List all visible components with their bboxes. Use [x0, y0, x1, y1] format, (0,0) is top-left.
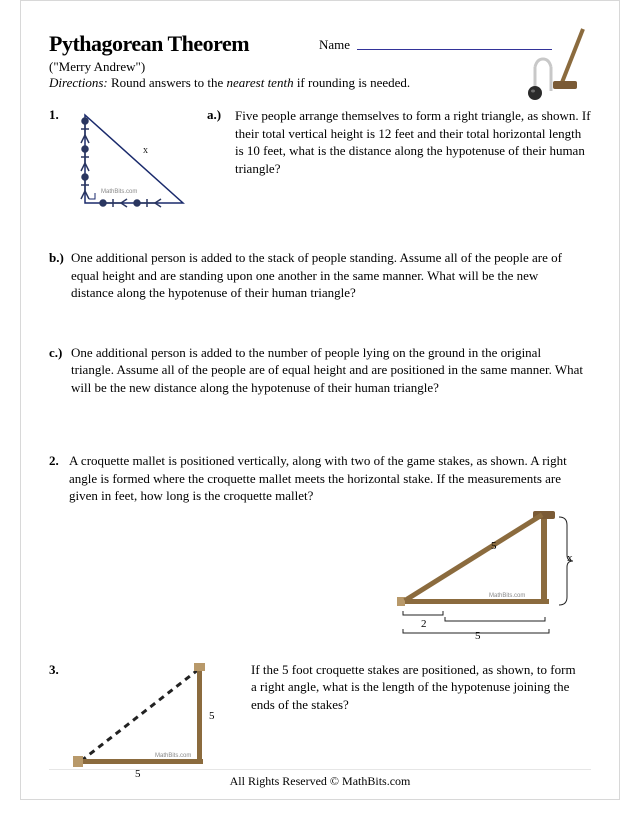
q3-diagram: 5 5 MathBits.com — [69, 661, 239, 779]
svg-text:MathBits.com: MathBits.com — [101, 189, 137, 195]
svg-text:2: 2 — [421, 618, 427, 630]
page-title: Pythagorean Theorem — [49, 31, 249, 57]
question-3: 3. 5 5 MathBits.com If the 5 foot croque… — [49, 661, 591, 779]
directions-post: if rounding is needed. — [294, 75, 411, 90]
q2-diagram: 5 x 2 5 MathBits.com — [381, 511, 591, 639]
svg-text:5: 5 — [475, 630, 481, 639]
directions-label: Directions: — [49, 75, 108, 90]
svg-text:MathBits.com: MathBits.com — [155, 753, 191, 759]
svg-text:5: 5 — [209, 710, 215, 722]
q1a-text: Five people arrange themselves to form a… — [235, 107, 591, 177]
svg-text:MathBits.com: MathBits.com — [489, 593, 525, 599]
q1c-label: c.) — [49, 344, 71, 397]
question-2: 2. A croquette mallet is positioned vert… — [49, 452, 591, 505]
worksheet-page: Pythagorean Theorem Name ("Merry Andrew"… — [20, 0, 620, 800]
q1b-label: b.) — [49, 249, 71, 302]
q2-number: 2. — [49, 452, 69, 505]
content-area: Pythagorean Theorem Name ("Merry Andrew"… — [21, 19, 619, 779]
q3-number: 3. — [49, 661, 69, 679]
question-1: 1. — [49, 107, 591, 217]
footer: All Rights Reserved © MathBits.com — [49, 769, 591, 789]
q1a-label: a.) — [207, 107, 235, 123]
q1-diagram: x MathBits.com — [65, 107, 197, 217]
directions: Directions: Round answers to the nearest… — [49, 75, 410, 91]
croquet-mallet-icon — [525, 27, 595, 105]
directions-pre: Round answers to the — [108, 75, 227, 90]
name-label: Name — [319, 37, 350, 53]
q1c-text: One additional person is added to the nu… — [71, 344, 591, 397]
subtitle: ("Merry Andrew") — [49, 59, 145, 75]
header: Pythagorean Theorem Name ("Merry Andrew"… — [49, 31, 591, 103]
q2-text: A croquette mallet is positioned vertica… — [69, 452, 591, 505]
question-1b: b.) One additional person is added to th… — [49, 249, 591, 302]
q3-text: If the 5 foot croquette stakes are posit… — [251, 661, 591, 714]
svg-text:x: x — [143, 145, 148, 156]
q1b-text: One additional person is added to the st… — [71, 249, 591, 302]
question-1c: c.) One additional person is added to th… — [49, 344, 591, 397]
svg-text:5: 5 — [491, 540, 497, 552]
name-blank-line — [357, 49, 552, 50]
directions-em: nearest tenth — [227, 75, 294, 90]
q2-diagram-wrap: 5 x 2 5 MathBits.com — [49, 511, 591, 639]
